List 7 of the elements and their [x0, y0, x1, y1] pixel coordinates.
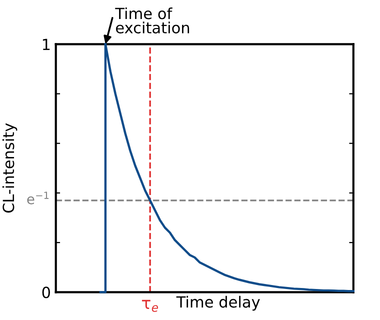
annotation: Time of excitation [115, 7, 190, 34]
y-tick-label: 0 [42, 286, 50, 298]
y-axis-title: CL-intensity [2, 123, 18, 213]
x-tick-label: τ$_{e}$ [142, 300, 158, 312]
x-axis-title: Time delay [176, 296, 260, 311]
ref-line-label: e$^{−1}$ [27, 192, 49, 204]
y-tick-label: 1 [42, 38, 50, 50]
